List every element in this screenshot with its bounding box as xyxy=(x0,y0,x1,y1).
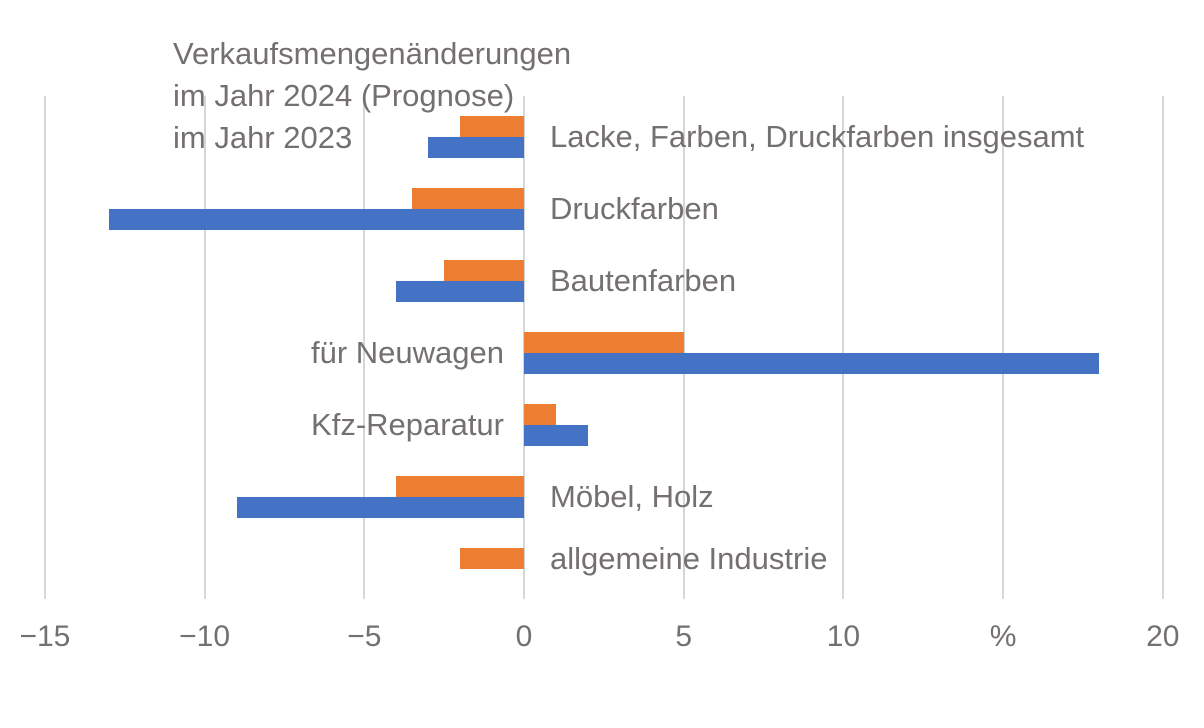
x-tick-label-0: 0 xyxy=(515,620,533,653)
category-label-für-neuwagen: für Neuwagen xyxy=(310,335,504,370)
bar-2024-für-neuwagen xyxy=(524,332,684,353)
x-tick-label--10: −10 xyxy=(179,620,231,653)
x-tick-label-20: 20 xyxy=(1146,620,1180,653)
category-label-lacke-farben-druckfarben-insgesamt: Lacke, Farben, Druckfarben insgesamt xyxy=(550,119,1085,154)
gridline-5 xyxy=(682,96,685,599)
bar-2024-bautenfarben xyxy=(444,260,524,281)
x-tick-label-5: 5 xyxy=(675,620,693,653)
gridline-10 xyxy=(842,96,845,599)
gridline-20 xyxy=(1161,96,1164,599)
gridline--5 xyxy=(363,96,366,599)
bar-2023-druckfarben xyxy=(108,209,524,230)
x-tick-label-10: 10 xyxy=(826,620,861,653)
category-label-druckfarben: Druckfarben xyxy=(550,191,719,226)
bar-2023-kfz-reparatur xyxy=(524,425,588,446)
bar-2023-möbel-holz xyxy=(236,497,524,518)
x-tick-label--15: −15 xyxy=(19,620,71,653)
chart-title-block: Verkaufsmengenänderungen im Jahr 2024 (P… xyxy=(173,33,571,159)
x-tick-label-percent: % xyxy=(989,620,1017,653)
bar-2024-kfz-reparatur xyxy=(524,404,556,425)
category-label-bautenfarben: Bautenfarben xyxy=(550,263,737,298)
bar-2024-allgemeine-industrie xyxy=(460,548,524,569)
gridline--15 xyxy=(43,96,46,599)
x-tick-label--5: −5 xyxy=(347,620,382,653)
chart-title: Verkaufsmengenänderungen xyxy=(173,36,572,71)
bar-2023-bautenfarben xyxy=(396,281,524,302)
category-label-allgemeine-industrie: allgemeine Industrie xyxy=(550,540,828,576)
category-label-kfz-reparatur: Kfz-Reparatur xyxy=(311,407,504,442)
bar-2024-möbel-holz xyxy=(396,476,524,497)
gridline--10 xyxy=(203,96,206,599)
bar-2023-für-neuwagen xyxy=(524,353,1099,374)
category-label-möbel-holz: Möbel, Holz xyxy=(550,479,714,514)
bar-2023-lacke-farben-druckfarben-insgesamt xyxy=(428,137,524,158)
bar-2024-lacke-farben-druckfarben-insgesamt xyxy=(460,116,524,137)
legend-2023-label: im Jahr 2023 xyxy=(173,120,353,155)
legend-2024-label: im Jahr 2024 (Prognose) xyxy=(173,78,515,113)
bar-2024-druckfarben xyxy=(412,188,524,209)
gridline-15 xyxy=(1002,96,1005,599)
